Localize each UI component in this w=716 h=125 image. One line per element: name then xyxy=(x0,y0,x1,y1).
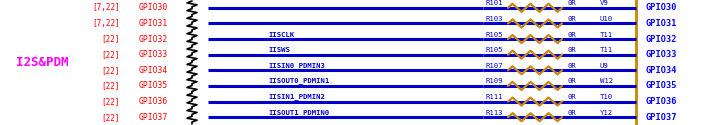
Text: 0R: 0R xyxy=(567,78,576,84)
Text: [22]: [22] xyxy=(102,66,120,75)
Text: IISOUT1_PDMIN0: IISOUT1_PDMIN0 xyxy=(268,109,329,116)
Text: 0R: 0R xyxy=(567,0,576,6)
Text: R107: R107 xyxy=(486,63,503,69)
Text: GPIO34: GPIO34 xyxy=(645,66,677,75)
Text: GPIO33: GPIO33 xyxy=(139,50,168,59)
Text: GPIO35: GPIO35 xyxy=(139,82,168,90)
Text: IISIN0_PDMIN3: IISIN0_PDMIN3 xyxy=(268,62,325,69)
Text: Y12: Y12 xyxy=(600,110,613,116)
Text: GPIO36: GPIO36 xyxy=(645,97,677,106)
Text: IISCLK: IISCLK xyxy=(268,32,294,38)
Text: T10: T10 xyxy=(600,94,613,100)
Text: [22]: [22] xyxy=(102,113,120,122)
Text: R101: R101 xyxy=(486,0,503,6)
Text: 0R: 0R xyxy=(567,16,576,22)
Text: GPIO33: GPIO33 xyxy=(645,50,677,59)
Text: V9: V9 xyxy=(600,0,609,6)
Text: GPIO30: GPIO30 xyxy=(139,3,168,12)
Text: [22]: [22] xyxy=(102,34,120,44)
Text: 0R: 0R xyxy=(567,32,576,38)
Text: [22]: [22] xyxy=(102,82,120,90)
Text: IISIN1_PDMIN2: IISIN1_PDMIN2 xyxy=(268,93,325,100)
Text: T11: T11 xyxy=(600,47,613,53)
Text: 0R: 0R xyxy=(567,63,576,69)
Text: [7,22]: [7,22] xyxy=(92,19,120,28)
Text: GPIO32: GPIO32 xyxy=(139,34,168,44)
Text: R111: R111 xyxy=(486,94,503,100)
Text: U10: U10 xyxy=(600,16,613,22)
Text: R105: R105 xyxy=(486,47,503,53)
Text: GPIO32: GPIO32 xyxy=(645,34,677,44)
Text: GPIO34: GPIO34 xyxy=(139,66,168,75)
Text: GPIO35: GPIO35 xyxy=(645,82,677,90)
Text: T11: T11 xyxy=(600,32,613,38)
Text: GPIO37: GPIO37 xyxy=(645,113,677,122)
Text: 0R: 0R xyxy=(567,110,576,116)
Text: 0R: 0R xyxy=(567,94,576,100)
Text: U9: U9 xyxy=(600,63,609,69)
Text: R109: R109 xyxy=(486,78,503,84)
Text: 0R: 0R xyxy=(567,47,576,53)
Text: [7,22]: [7,22] xyxy=(92,3,120,12)
Text: [22]: [22] xyxy=(102,50,120,59)
Text: GPIO36: GPIO36 xyxy=(139,97,168,106)
Text: R105: R105 xyxy=(486,32,503,38)
Text: GPIO37: GPIO37 xyxy=(139,113,168,122)
Text: R113: R113 xyxy=(486,110,503,116)
Text: R103: R103 xyxy=(486,16,503,22)
Text: IISWS: IISWS xyxy=(268,47,290,53)
Text: I2S&PDM: I2S&PDM xyxy=(16,56,68,69)
Text: [22]: [22] xyxy=(102,97,120,106)
Text: GPIO30: GPIO30 xyxy=(645,3,677,12)
Text: W12: W12 xyxy=(600,78,613,84)
Text: GPIO31: GPIO31 xyxy=(645,19,677,28)
Text: GPIO31: GPIO31 xyxy=(139,19,168,28)
Text: IISOUT0_PDMIN1: IISOUT0_PDMIN1 xyxy=(268,78,329,84)
